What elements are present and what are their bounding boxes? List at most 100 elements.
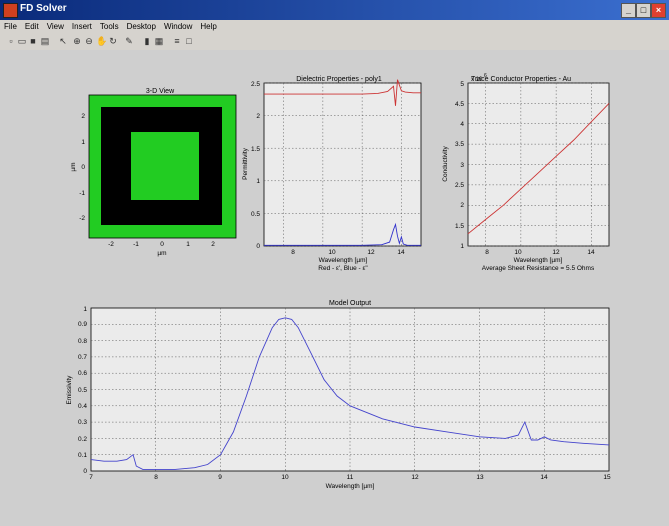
window-title: FD Solver: [20, 3, 67, 14]
menu-window[interactable]: Window: [163, 22, 193, 31]
y-tick-label: 0.3: [78, 419, 87, 426]
y-tick-label: 3.5: [455, 141, 464, 148]
x-ticks: 8 10 12 14: [291, 249, 405, 256]
x-tick-label: 13: [476, 474, 484, 481]
menu-tools[interactable]: Tools: [99, 22, 119, 31]
pointer-icon[interactable]: ↖: [59, 36, 67, 46]
plot-title: Dielectric Properties - poly1: [296, 76, 382, 83]
y-tick-label: 3: [460, 162, 464, 169]
view-y-ticks: 2 1 0 -1 -2: [79, 113, 85, 222]
menu-help[interactable]: Help: [200, 22, 217, 31]
y-tick-label: 1.5: [455, 223, 464, 230]
view-frame: [88, 94, 237, 239]
pan-icon[interactable]: ✋: [96, 36, 108, 46]
y-tick-label: 2.5: [251, 81, 260, 88]
y-tick-label: 4.5: [455, 101, 464, 108]
legend-icon[interactable]: ▦: [154, 36, 164, 46]
data-cursor-icon[interactable]: ✎: [125, 36, 133, 46]
x-tick-label: 14: [540, 474, 548, 481]
zoom-in-icon[interactable]: ⊕: [73, 36, 81, 46]
y-tick-label: 0.5: [78, 387, 87, 394]
y-tick-label: 0.4: [78, 403, 87, 410]
y-tick-label: 1: [256, 178, 260, 185]
y-axis-label: Conductivity: [442, 146, 449, 182]
y-tick-label: 0.2: [78, 436, 87, 443]
colorbar-icon[interactable]: ▮: [144, 36, 150, 46]
x-tick-label: 10: [328, 249, 336, 256]
y-tick-label: 0: [83, 468, 87, 475]
close-button[interactable]: ×: [651, 3, 666, 18]
x-axis-sublabel: Average Sheet Resistance = 5.5 Ohms: [482, 265, 595, 272]
plot-title: Model Output: [329, 300, 371, 307]
series-line-0: [90, 317, 610, 470]
y-tick-label: 0.6: [78, 370, 87, 377]
y-tick-label: 4: [460, 121, 464, 128]
x-axis-sublabel: Red - ε', Blue - ε": [318, 265, 368, 272]
show-tools-icon[interactable]: □: [186, 36, 192, 46]
menu-desktop[interactable]: Desktop: [126, 22, 156, 31]
view-center-square: [131, 132, 199, 200]
menu-file[interactable]: File: [4, 22, 17, 31]
plot-grid: [90, 308, 610, 471]
y-multiplier-power: 6: [484, 73, 487, 79]
plot-title: 3-D View: [146, 88, 175, 95]
y-ticks: 0 0.1 0.2 0.3 0.4 0.5 0.6 0.7 0.8 0.9 1: [78, 306, 87, 475]
plot-dielectric: Dielectric Properties - poly1 8 10 12 14…: [242, 76, 422, 272]
app-icon: [3, 3, 18, 18]
x-tick-label: 14: [587, 249, 595, 256]
zoom-out-icon[interactable]: ⊖: [85, 36, 93, 46]
figure-area: 3-D View -2 -1 0 1 2 2 1 0 -1 -2 µm µm D…: [0, 50, 669, 521]
x-tick-label: 10: [514, 249, 522, 256]
x-tick-label: 9: [218, 474, 222, 481]
y-tick-label: 0: [256, 243, 260, 250]
x-tick-label: -1: [133, 241, 139, 248]
x-ticks: 8 10 12 14: [485, 249, 595, 256]
open-icon[interactable]: ▭: [17, 36, 27, 46]
y-tick-label: 1: [83, 306, 87, 313]
window-title-bar: FD Solver _ □ ×: [0, 0, 669, 20]
menu-bar: File Edit View Insert Tools Desktop Window Help: [0, 20, 669, 33]
series-line-0: [467, 103, 610, 235]
x-tick-label: 8: [154, 474, 158, 481]
y-tick-label: 5: [460, 81, 464, 88]
plot-grid: [467, 82, 610, 247]
rotate-icon[interactable]: ↻: [109, 36, 117, 46]
y-tick-label: 2.5: [455, 182, 464, 189]
plot-grid: [264, 79, 421, 247]
y-tick-label: 2: [460, 202, 464, 209]
hide-tools-icon[interactable]: ≡: [174, 36, 180, 46]
y-tick-label: 0.1: [78, 452, 87, 459]
plot-title: Trace Conductor Properties - Au: [471, 76, 571, 83]
x-tick-label: 11: [347, 474, 354, 481]
menu-edit[interactable]: Edit: [24, 22, 39, 31]
x-tick-label: 0: [160, 241, 164, 248]
x-tick-label: 8: [485, 249, 489, 256]
y-tick-label: 1: [460, 243, 464, 250]
y-ticks: 1 1.5 2 2.5 3 3.5 4 4.5 5: [455, 81, 464, 250]
plot-conductor: Trace Conductor Properties - Au x 10 6 8…: [442, 73, 610, 272]
y-tick-label: -1: [79, 190, 85, 197]
x-axis-label: Wavelength [µm]: [514, 257, 563, 264]
maximize-button[interactable]: □: [636, 3, 651, 18]
x-tick-label: 8: [291, 249, 295, 256]
menu-insert[interactable]: Insert: [71, 22, 92, 31]
print-icon[interactable]: ▤: [40, 36, 50, 46]
y-multiplier-label: x 10: [471, 77, 483, 83]
new-file-icon[interactable]: ▫: [9, 36, 13, 46]
y-axis-label: Emissivity: [66, 375, 73, 405]
plot-background: [263, 82, 422, 247]
y-tick-label: 0.5: [251, 211, 260, 218]
y-tick-label: 0.8: [78, 338, 87, 345]
y-tick-label: 2: [81, 113, 85, 120]
minimize-button[interactable]: _: [621, 3, 636, 18]
x-axis-label: µm: [157, 250, 166, 257]
menu-view[interactable]: View: [46, 22, 64, 31]
y-tick-label: 0.7: [78, 354, 87, 361]
series-line-1: [264, 222, 421, 246]
figure-canvas: 3-D View -2 -1 0 1 2 2 1 0 -1 -2 µm µm D…: [66, 73, 611, 490]
save-icon[interactable]: ■: [30, 36, 36, 46]
y-ticks: 0 0.5 1 1.5 2 2.5: [251, 81, 260, 250]
x-tick-label: 12: [367, 249, 375, 256]
x-tick-label: 1: [186, 241, 190, 248]
y-axis-label: µm: [70, 162, 77, 171]
